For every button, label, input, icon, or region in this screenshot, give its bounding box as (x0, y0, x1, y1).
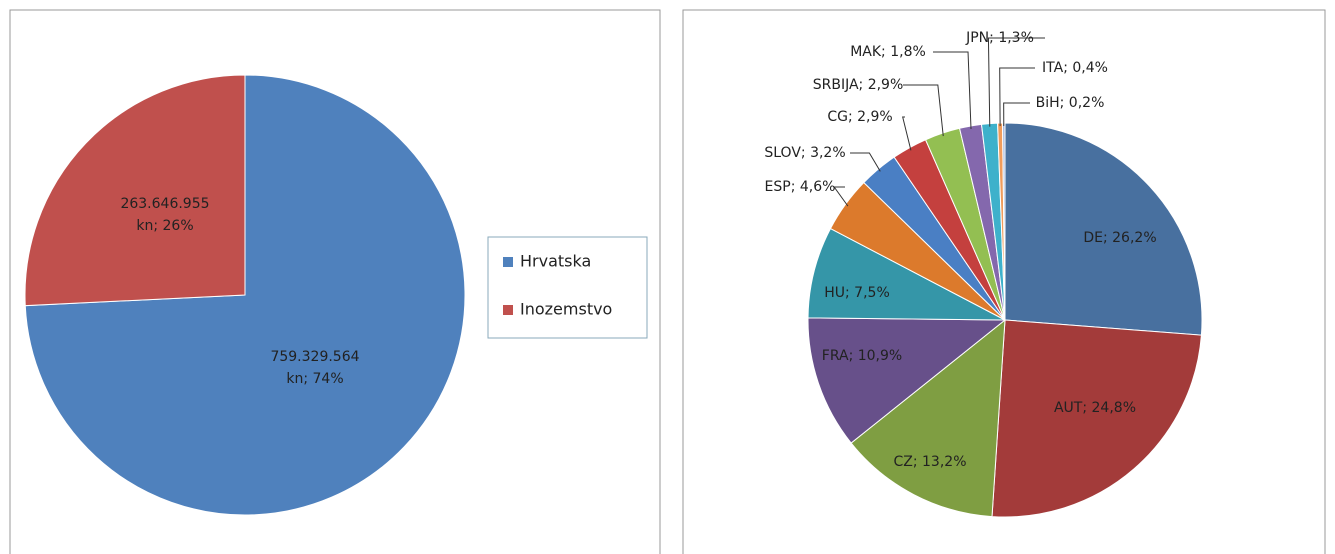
legend-label: Hrvatska (520, 252, 591, 271)
leader-line (999, 67, 1035, 127)
panel (9, 9, 661, 554)
pie-slice (1004, 122, 1203, 336)
data-label: FRA; 10,9% (821, 348, 903, 364)
data-label: HU; 7,5% (824, 285, 890, 301)
leader-line (833, 186, 849, 207)
pie-slice (991, 319, 1202, 518)
pie-slice (850, 318, 1006, 518)
legend-swatch (503, 257, 513, 267)
data-label: 759.329.564 kn; 74% (270, 349, 360, 387)
data-label: BiH; 0,2% (1035, 95, 1105, 111)
data-label: DE; 26,2% (1083, 230, 1157, 246)
data-label: SRBIJA; 2,9% (812, 77, 904, 93)
data-label: AUT; 24,8% (1053, 400, 1137, 416)
pie-slice (24, 74, 246, 307)
data-label: SLOV; 3,2% (764, 145, 846, 161)
data-label: 263.646.955 kn; 26% (120, 196, 210, 234)
data-label: JPN; 1,3% (966, 30, 1034, 46)
legend-label: Inozemstvo (520, 300, 612, 319)
data-label: CZ; 13,2% (893, 454, 967, 470)
data-label: ITA; 0,4% (1042, 60, 1108, 76)
data-label: CG; 2,9% (827, 109, 893, 125)
legend-box (487, 236, 648, 339)
legend-swatch (503, 305, 513, 315)
leader-line (902, 116, 912, 151)
leader-line (933, 51, 972, 130)
data-label: ESP; 4,6% (764, 179, 836, 195)
pie-slice (807, 317, 1007, 444)
data-label: MAK; 1,8% (850, 44, 926, 60)
leader-line (1003, 102, 1030, 127)
leader-line (850, 152, 881, 172)
panel (682, 9, 1326, 554)
leader-line (903, 84, 944, 137)
leader-line (987, 37, 1045, 127)
